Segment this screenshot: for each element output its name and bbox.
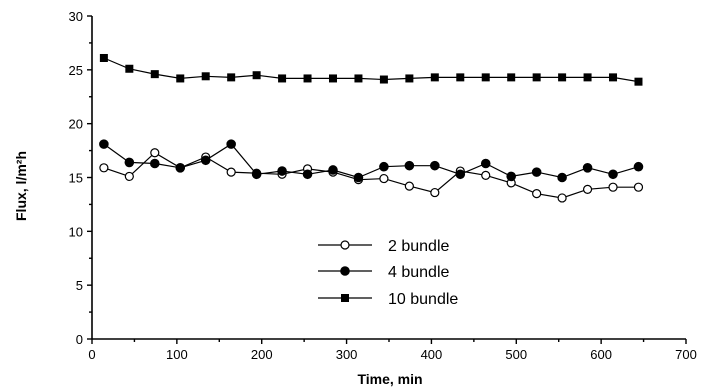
data-point: [226, 167, 236, 177]
data-point: [227, 73, 236, 82]
data-point: [480, 158, 491, 169]
data-point: [379, 75, 388, 84]
data-point: [634, 77, 643, 86]
data-point: [328, 165, 338, 175]
data-point: [608, 169, 618, 180]
series-line: [103, 143, 639, 179]
legend-entry: 10 bundle: [318, 291, 458, 308]
legend-marker: [340, 266, 350, 276]
series-line: [103, 151, 639, 199]
y-tick-label: 30: [69, 9, 83, 24]
legend-marker: [341, 294, 349, 302]
data-point: [149, 158, 160, 169]
data-point: [150, 70, 159, 79]
data-point: [609, 73, 618, 82]
y-tick-label: 0: [76, 332, 83, 347]
y-tick-label: 5: [76, 278, 83, 293]
data-point: [430, 73, 439, 82]
data-point: [125, 64, 134, 73]
y-tick-label: 25: [69, 63, 83, 78]
data-point: [124, 171, 134, 182]
x-tick-label: 0: [88, 347, 95, 362]
data-point: [252, 71, 261, 80]
series-2: [99, 139, 644, 183]
data-point: [379, 161, 389, 172]
data-point: [200, 155, 211, 166]
y-tick-label: 20: [69, 117, 83, 132]
data-point: [277, 166, 287, 176]
x-tick-label: 500: [505, 347, 527, 362]
data-point: [99, 53, 108, 62]
data-point: [582, 163, 593, 173]
data-point: [430, 187, 440, 198]
data-point: [278, 74, 287, 83]
data-point: [531, 167, 542, 177]
data-point: [456, 73, 465, 82]
data-point: [481, 170, 491, 180]
data-point: [404, 160, 415, 171]
x-tick-label: 600: [590, 347, 612, 362]
data-point: [583, 73, 592, 82]
data-point: [124, 157, 135, 168]
series-3: [99, 53, 643, 86]
data-point: [303, 74, 312, 83]
data-point: [328, 74, 337, 83]
data-point: [302, 169, 313, 180]
data-point: [354, 74, 363, 83]
data-point: [557, 172, 567, 183]
data-point: [557, 193, 567, 203]
data-point: [99, 139, 109, 149]
y-tick-label: 10: [69, 224, 83, 239]
data-point: [481, 73, 490, 82]
data-point: [633, 161, 644, 172]
legend-entry: 4 bundle: [318, 264, 449, 281]
x-tick-label: 100: [166, 347, 188, 362]
data-point: [507, 73, 516, 82]
data-point: [226, 139, 236, 149]
data-point: [582, 184, 593, 194]
data-point: [532, 73, 541, 82]
series-layer: [99, 53, 644, 203]
data-point: [633, 182, 644, 192]
data-point: [379, 173, 389, 184]
legend: 2 bundle 4 bundle 10 bundle: [318, 238, 458, 308]
data-point: [201, 72, 210, 81]
x-tick-label: 400: [421, 347, 443, 362]
axes: 0 100 200 300 400 500 600 700 0 5 10 15 20 25 30: [69, 9, 697, 362]
data-point: [99, 163, 109, 173]
y-axis-title: Flux, l/m²h: [13, 151, 29, 221]
data-point: [251, 169, 262, 180]
data-point: [150, 148, 160, 158]
data-point: [455, 169, 466, 180]
data-point: [430, 160, 440, 171]
legend-label: 4 bundle: [388, 264, 449, 281]
data-point: [506, 171, 516, 182]
data-point: [175, 163, 186, 173]
data-point: [176, 74, 185, 83]
x-tick-label: 200: [251, 347, 273, 362]
legend-label: 10 bundle: [388, 291, 458, 308]
series-line: [103, 57, 639, 83]
data-point: [532, 189, 542, 199]
data-point: [405, 74, 414, 83]
data-point: [558, 73, 567, 82]
x-tick-label: 700: [675, 347, 697, 362]
data-point: [353, 172, 364, 183]
y-tick-label: 15: [69, 171, 83, 186]
data-point: [608, 182, 618, 192]
x-axis-title: Time, min: [357, 371, 422, 387]
legend-entry: 2 bundle: [318, 238, 449, 255]
data-point: [404, 181, 414, 191]
legend-label: 2 bundle: [388, 238, 449, 255]
x-tick-label: 300: [336, 347, 358, 362]
legend-marker: [340, 240, 350, 250]
